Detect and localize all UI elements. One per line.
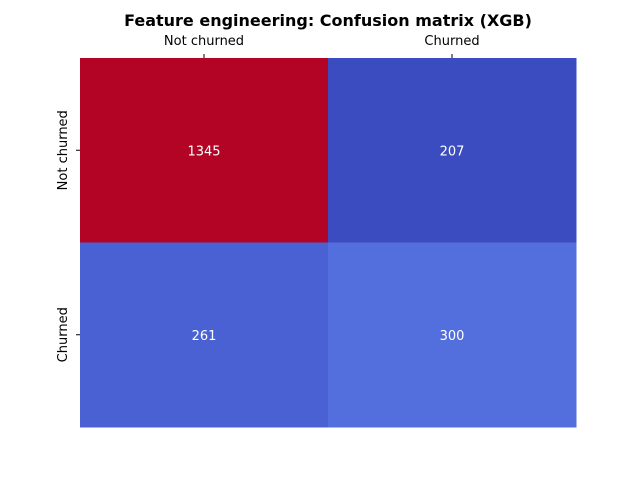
y-tick-label-1: Churned [56, 307, 71, 362]
y-axis-ticks: Not churned Churned [56, 110, 80, 362]
heatmap-cell-r0-c0 [80, 58, 329, 243]
cell-value-label-r1-c1: 300 [440, 329, 465, 344]
cell-value-label-r0-c1: 207 [440, 144, 465, 159]
x-axis-ticks: Not churned Churned [164, 34, 480, 58]
cell-value-label-r1-c0: 261 [192, 329, 217, 344]
chart-title: Feature engineering: Confusion matrix (X… [124, 11, 532, 30]
heatmap-cell-r1-c0 [80, 242, 329, 428]
x-tick-label-1: Churned [424, 34, 479, 49]
heatmap-cell-r0-c1 [328, 58, 577, 243]
heatmap-cell-r1-c1 [328, 242, 577, 428]
y-tick-label-0: Not churned [56, 110, 71, 190]
heatmap-cells: 1345 207 261 300 [80, 58, 577, 428]
x-tick-label-0: Not churned [164, 34, 244, 49]
cell-value-label-r0-c0: 1345 [187, 144, 220, 159]
